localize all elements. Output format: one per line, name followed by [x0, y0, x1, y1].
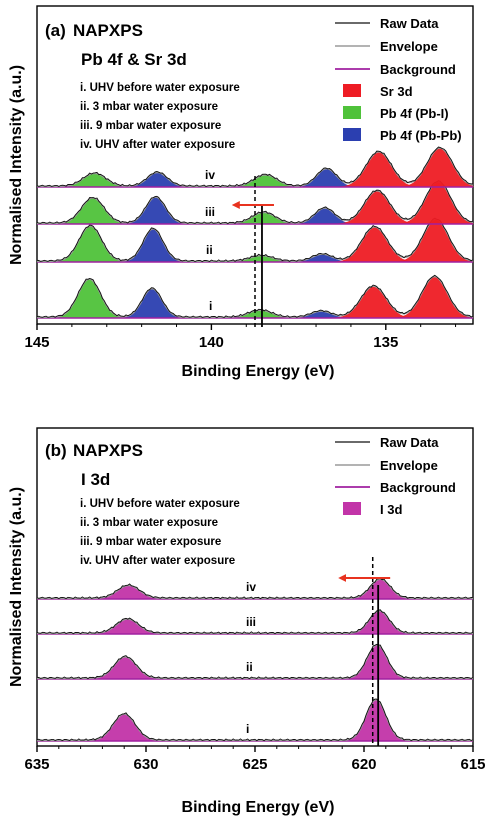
panel-a-label: (a) — [45, 21, 66, 40]
envelope-i — [37, 698, 473, 742]
x-tick-label: 145 — [24, 334, 49, 351]
panel-b-condition-2: ii. 3 mbar water exposure — [80, 517, 218, 529]
legend-pbpb: Pb 4f (Pb-Pb) — [380, 128, 462, 143]
trace-label-iv: iv — [205, 168, 215, 182]
panel-a-title: NAPXPS — [73, 21, 143, 40]
panel-a-xlabel: Binding Energy (eV) — [182, 363, 335, 380]
x-tick-label: 630 — [133, 756, 158, 773]
legend-envelope: Envelope — [380, 39, 438, 54]
trace-label-ii: ii — [206, 243, 213, 257]
legend-pbi: Pb 4f (Pb-I) — [380, 106, 449, 121]
legend-b-background: Background — [380, 480, 456, 495]
legend-i3d-swatch — [343, 502, 361, 515]
panel-b-reference-lines — [338, 557, 391, 746]
panel-b-ylabel: Normalised Intensity (a.u.) — [8, 487, 25, 687]
legend-background: Background — [380, 62, 456, 77]
panel-b-condition-1: i. UHV before water exposure — [80, 498, 240, 510]
raw-data-iv — [36, 578, 474, 600]
panel-a-ylabel: Normalised Intensity (a.u.) — [8, 65, 25, 265]
panel-b-title: NAPXPS — [73, 441, 143, 460]
panel-a-x-ticks: 145 140 135 — [24, 324, 457, 351]
x-tick-label: 625 — [242, 756, 267, 773]
legend-sr3d-swatch — [343, 84, 361, 97]
trace-iv: iv — [36, 578, 474, 600]
legend-b-envelope: Envelope — [380, 458, 438, 473]
panel-b-condition-4: iv. UHV after water exposure — [80, 555, 235, 567]
legend-b-raw-data: Raw Data — [380, 435, 439, 450]
trace-label-iii: iii — [205, 205, 215, 219]
raw-data-i — [36, 698, 474, 742]
panel-a-condition-2: ii. 3 mbar water exposure — [80, 101, 218, 113]
trace-label-i: i — [246, 722, 249, 736]
peak-i-3d-ii — [37, 645, 473, 680]
trace-label-ii: ii — [246, 660, 253, 674]
panel-b-x-ticks: 635 630 625 620 615 — [24, 746, 486, 773]
panel-b-condition-3: iii. 9 mbar water exposure — [80, 536, 221, 548]
peak-i-3d-i — [37, 700, 473, 742]
legend-raw-data: Raw Data — [380, 16, 439, 31]
trace-label-iii: iii — [246, 615, 256, 629]
raw-data-ii — [36, 643, 474, 680]
x-tick-label: 620 — [351, 756, 376, 773]
legend-sr3d: Sr 3d — [380, 84, 413, 99]
legend-pbi-swatch — [343, 106, 361, 119]
panel-a-subtitle: Pb 4f & Sr 3d — [81, 50, 187, 69]
panel-b-legend: Raw Data Envelope Background I 3d — [335, 435, 456, 517]
trace-iv: iv — [36, 146, 474, 188]
x-tick-label: 140 — [199, 334, 224, 351]
panel-a-condition-4: iv. UHV after water exposure — [80, 139, 235, 151]
panel-a-reference-lines — [231, 176, 274, 327]
x-tick-label: 635 — [24, 756, 49, 773]
x-tick-label: 135 — [373, 334, 398, 351]
panel-a-condition-3: iii. 9 mbar water exposure — [80, 120, 221, 132]
legend-i3d: I 3d — [380, 502, 402, 517]
trace-label-i: i — [209, 299, 212, 313]
raw-data-iii — [36, 609, 474, 635]
trace-i: i — [36, 698, 474, 742]
panel-b-subtitle: I 3d — [81, 470, 110, 489]
envelope-ii — [37, 644, 473, 680]
x-tick-label: 615 — [460, 756, 485, 773]
trace-ii: ii — [36, 643, 474, 680]
legend-pbpb-swatch — [343, 128, 361, 141]
trace-iii: iii — [36, 609, 474, 635]
panel-a-condition-1: i. UHV before water exposure — [80, 82, 240, 94]
panel-a-legend: Raw Data Envelope Background Sr 3d Pb 4f… — [335, 16, 462, 143]
panel-b-label: (b) — [45, 441, 67, 460]
trace-label-iv: iv — [246, 580, 256, 594]
trace-iii: iii — [36, 180, 474, 225]
panel-b-xlabel: Binding Energy (eV) — [182, 799, 335, 816]
